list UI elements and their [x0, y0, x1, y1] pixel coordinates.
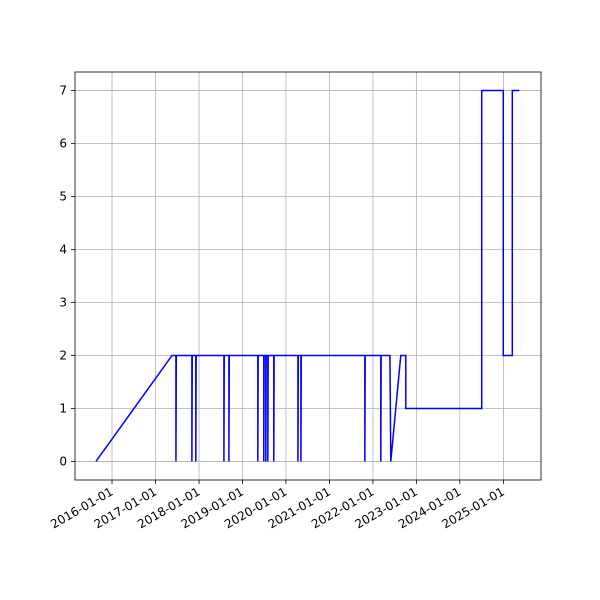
y-tick-label: 4 [59, 243, 67, 257]
y-tick-label: 0 [59, 454, 67, 468]
frame [74, 71, 542, 481]
y-tick-label: 7 [59, 84, 67, 98]
y-tick-label: 3 [59, 295, 67, 309]
data-line [95, 89, 520, 462]
y-tick-label: 1 [59, 401, 67, 415]
y-tick-label: 5 [59, 190, 67, 204]
y-tick-label: 2 [59, 348, 67, 362]
y-tick-label: 6 [59, 137, 67, 151]
